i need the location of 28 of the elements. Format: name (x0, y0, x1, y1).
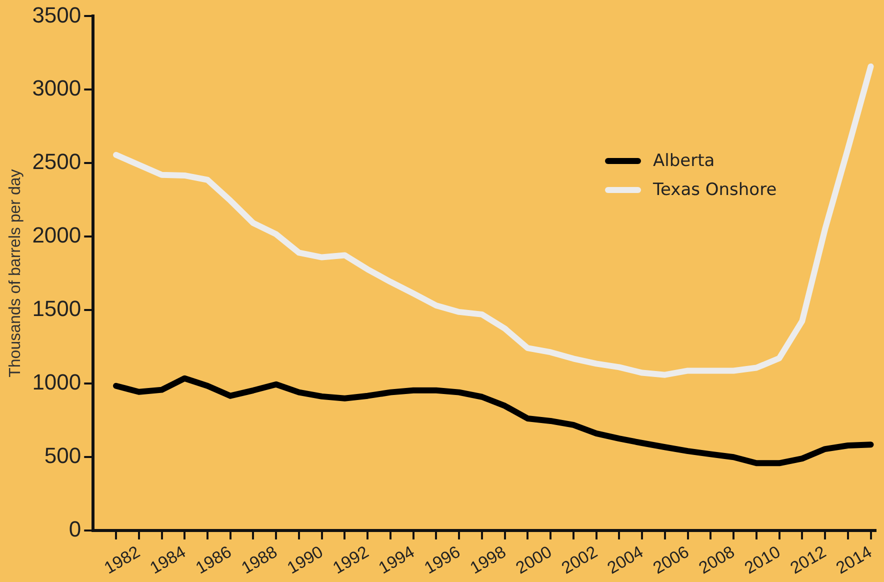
x-tick-label: 2008 (696, 542, 738, 578)
x-tick-label: 1996 (421, 542, 464, 578)
legend-label: Alberta (653, 150, 715, 170)
x-tick-label: 2004 (604, 542, 646, 578)
legend-label: Texas Onshore (653, 180, 777, 200)
x-tick-label: 2014 (832, 542, 876, 578)
y-tick-label: 2500 (32, 149, 82, 174)
y-tick-label: 3000 (32, 76, 82, 101)
x-tick-label: 2012 (787, 542, 830, 578)
y-tick-label: 1500 (32, 296, 82, 322)
y-tick-label: 1000 (32, 370, 82, 395)
y-tick-label: 0 (68, 516, 82, 542)
x-tick-label: 2006 (650, 542, 692, 578)
y-tick-label: 500 (44, 443, 82, 468)
y-tick-label: 3500 (32, 2, 82, 28)
x-tick-label: 1990 (284, 542, 326, 578)
x-tick-label: 2002 (558, 542, 601, 578)
y-axis-title: Thousands of barrels per day (7, 169, 24, 378)
x-tick-label: 1986 (192, 542, 235, 578)
x-tick-label: 2010 (741, 542, 784, 578)
x-tick-label: 1998 (466, 542, 510, 578)
x-tick-label: 1992 (330, 542, 372, 578)
x-tick-label: 1994 (375, 542, 418, 578)
x-tick-label: 1984 (146, 542, 189, 578)
x-tick-label: 1988 (238, 542, 280, 578)
x-tick-label: 1982 (100, 542, 144, 578)
y-tick-label: 2000 (32, 222, 82, 248)
x-tick-label: 2000 (512, 542, 555, 578)
